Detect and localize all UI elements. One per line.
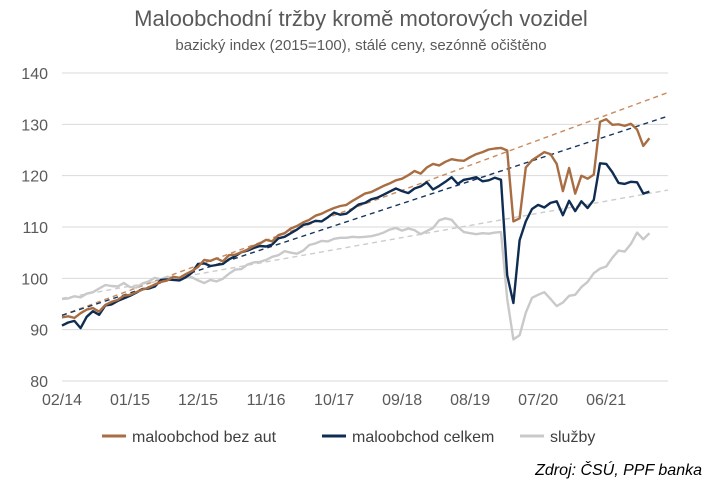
x-tick-label: 09/18 — [382, 392, 422, 409]
x-tick-label: 11/16 — [247, 392, 286, 409]
y-tick-label: 90 — [30, 323, 48, 340]
series-line — [61, 217, 651, 341]
legend-label: maloobchod bez aut — [132, 429, 277, 446]
trendline — [61, 115, 669, 316]
chart-subtitle: bazický index (2015=100), stálé ceny, se… — [175, 37, 547, 54]
x-tick-label: 08/19 — [450, 392, 490, 409]
series-line — [61, 162, 650, 330]
y-tick-label: 120 — [21, 169, 48, 186]
x-tick-label: 06/21 — [586, 392, 626, 409]
source-note: Zdroj: ČSÚ, PPF banka — [535, 462, 702, 479]
y-tick-label: 140 — [21, 66, 48, 83]
x-tick-label: 10/17 — [314, 392, 354, 409]
x-tick-label: 02/14 — [42, 392, 82, 409]
y-tick-label: 110 — [22, 220, 48, 237]
legend-label: maloobchod celkem — [352, 429, 494, 446]
y-tick-label: 80 — [30, 374, 48, 391]
x-tick-label: 07/20 — [518, 392, 558, 409]
chart-title: Maloobchodní tržby kromě motorových vozi… — [134, 6, 588, 31]
y-tick-label: 100 — [21, 271, 48, 288]
x-tick-label: 12/15 — [178, 392, 218, 409]
series-line — [61, 118, 651, 320]
y-tick-label: 130 — [21, 117, 48, 134]
x-tick-label: 01/15 — [110, 392, 150, 409]
legend-label: služby — [550, 429, 595, 446]
